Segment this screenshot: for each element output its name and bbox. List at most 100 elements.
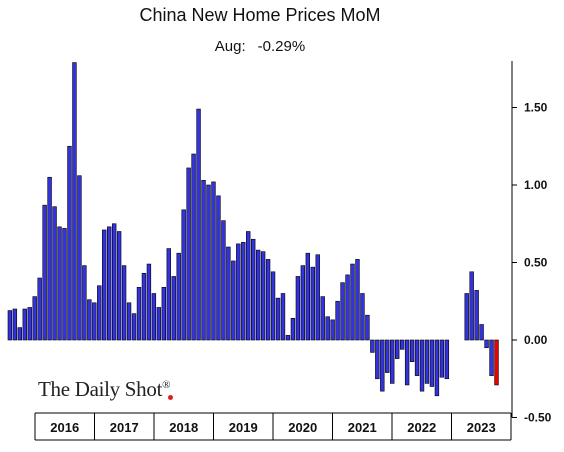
- bar: [131, 313, 137, 341]
- bar: [330, 319, 335, 341]
- bar: [300, 265, 306, 341]
- y-tick-label: 1.50: [524, 101, 548, 115]
- bar: [87, 299, 92, 341]
- bar: [102, 229, 107, 341]
- bar: [350, 263, 355, 341]
- bar: [290, 317, 296, 341]
- bar: [12, 308, 18, 341]
- bar: [489, 339, 494, 376]
- bar: [439, 339, 445, 378]
- bar: [429, 339, 435, 387]
- bar: [42, 204, 47, 341]
- bar: [464, 293, 469, 341]
- bar: [176, 252, 181, 341]
- bar: [385, 339, 390, 373]
- bar: [484, 339, 489, 349]
- bar: [335, 300, 340, 341]
- bar: [236, 243, 241, 341]
- x-tick-label: 2016: [50, 420, 79, 435]
- bar: [62, 228, 67, 341]
- bar: [340, 282, 345, 341]
- bar: [251, 238, 256, 341]
- bar: [116, 231, 122, 341]
- x-tick-label: 2020: [288, 420, 317, 435]
- bar: [17, 327, 23, 341]
- x-tick-label: 2023: [467, 420, 496, 435]
- bar: [186, 167, 191, 341]
- x-tick-label: 2018: [169, 420, 198, 435]
- bar: [414, 339, 420, 376]
- bar: [181, 209, 186, 341]
- bar: [444, 339, 450, 380]
- bar: [404, 339, 410, 386]
- bar: [7, 310, 13, 341]
- bar: [255, 249, 261, 341]
- bar: [270, 271, 276, 341]
- chart-subtitle: Aug: -0.29%: [0, 38, 520, 55]
- bar: [260, 251, 266, 341]
- y-tick-label: 0.00: [524, 333, 548, 347]
- bar: [77, 175, 82, 341]
- bar: [241, 242, 246, 341]
- bar: [320, 296, 325, 341]
- bar: [136, 286, 142, 341]
- bar: [201, 180, 206, 341]
- bar: [390, 339, 395, 384]
- bar: [211, 181, 216, 341]
- bar: [47, 176, 52, 341]
- bar: [295, 276, 301, 341]
- bar: [419, 339, 425, 392]
- y-tick-label: -0.50: [524, 411, 552, 425]
- bar: [365, 314, 370, 341]
- bar: [221, 220, 226, 341]
- bar: [360, 293, 365, 341]
- bar: [22, 308, 27, 341]
- subtitle-value: -0.29%: [257, 38, 306, 55]
- bar: [72, 62, 77, 341]
- bar: [285, 335, 291, 341]
- bar: [52, 206, 57, 341]
- bar: [469, 271, 474, 341]
- bar: [57, 226, 62, 341]
- bar: [265, 259, 271, 341]
- bar: [97, 285, 102, 341]
- bar: [310, 266, 315, 341]
- bar: [370, 339, 375, 353]
- bar: [345, 274, 350, 341]
- bar: [216, 195, 221, 341]
- bar: [206, 184, 211, 341]
- x-tick-label: 2017: [110, 420, 139, 435]
- bar: [479, 324, 484, 341]
- bar: [92, 302, 97, 341]
- bar: [355, 259, 360, 341]
- bar: [424, 339, 430, 384]
- bar: [409, 339, 415, 363]
- brand-text: The Daily Shot: [38, 377, 163, 401]
- bar: [375, 339, 380, 380]
- bar: [166, 248, 171, 341]
- y-tick-label: 1.00: [524, 178, 548, 192]
- bar: [474, 290, 479, 341]
- bar: [141, 273, 147, 341]
- bar: [275, 297, 281, 341]
- bar: [171, 276, 176, 341]
- bar: [494, 339, 499, 386]
- bar: [37, 277, 42, 341]
- bar: [121, 265, 127, 341]
- bar: [191, 153, 196, 341]
- bar: [315, 254, 320, 341]
- brand-watermark: The Daily Shot®: [38, 377, 174, 402]
- x-tick-label: 2021: [348, 420, 377, 435]
- bar: [146, 263, 152, 341]
- brand-red-dot: [168, 395, 174, 400]
- y-tick-label: 0.50: [524, 256, 548, 270]
- bar: [107, 226, 112, 341]
- bar: [156, 307, 162, 341]
- bar: [111, 223, 117, 341]
- bar: [82, 265, 87, 341]
- bar: [305, 252, 310, 341]
- chart-title: China New Home Prices MoM: [139, 5, 381, 25]
- bar: [126, 302, 132, 341]
- bar: [32, 296, 37, 341]
